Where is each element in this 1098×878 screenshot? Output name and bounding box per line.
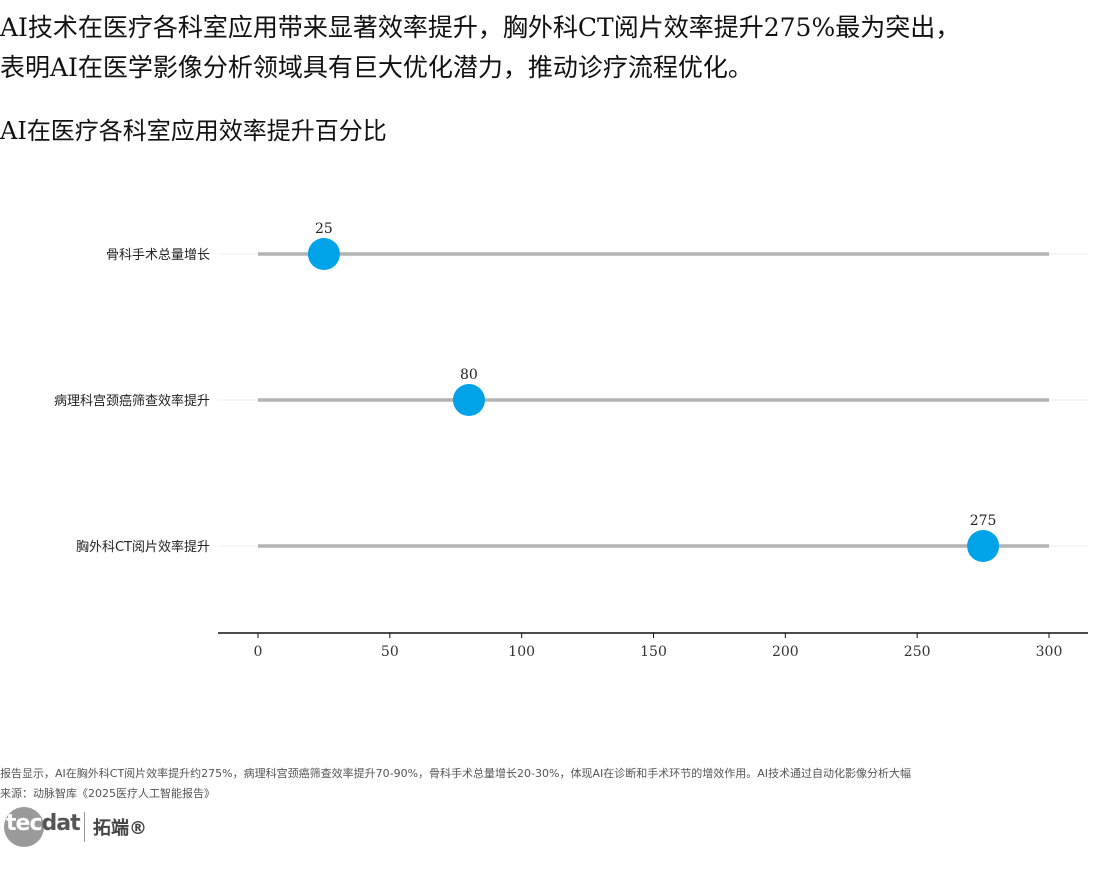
data-label: 25 <box>315 221 333 237</box>
x-tick-label: 200 <box>772 644 799 660</box>
x-tick-label: 300 <box>1036 644 1063 660</box>
category-label: 胸外科CT阅片效率提升 <box>76 539 210 555</box>
logo-brand-cn: 拓端® <box>93 818 147 839</box>
x-tick-label: 50 <box>381 644 399 660</box>
x-tick-label: 150 <box>640 644 667 660</box>
chart-title: AI在医疗各科室应用效率提升百分比 <box>0 117 387 145</box>
x-tick-label: 250 <box>904 644 931 660</box>
data-label: 80 <box>460 367 478 383</box>
headline-line-2: 表明AI在医学影像分析领域具有巨大优化潜力，推动诊疗流程优化。 <box>0 53 753 82</box>
lollipop-chart: 骨科手术总量增长 25 病理科宫颈癌筛查效率提升 80 胸外科CT阅片效率提升 275 0 5… <box>54 221 1088 660</box>
logo-brand: tecdat <box>6 811 81 836</box>
logo-brand-part1: tec <box>6 811 42 836</box>
logo-separator <box>84 812 85 842</box>
x-tick-label: 0 <box>254 644 263 660</box>
data-label: 275 <box>970 513 997 529</box>
category-label: 骨科手术总量增长 <box>106 248 210 263</box>
footnote-source: 来源：动脉智库《2025医疗人工智能报告》 <box>0 787 215 800</box>
lollipop-marker <box>307 238 340 270</box>
x-tick-label: 100 <box>508 644 535 660</box>
logo-circle-icon: tecdat <box>4 807 81 847</box>
tecdat-logo: tecdat 拓端® <box>4 806 147 848</box>
logo-brand-part2: dat <box>41 811 80 836</box>
footnote-note: 报告显示，AI在胸外科CT阅片效率提升约275%，病理科宫颈癌筛查效率提升70-… <box>0 767 911 780</box>
lollipop-marker <box>452 384 485 416</box>
footnote: 报告显示，AI在胸外科CT阅片效率提升约275%，病理科宫颈癌筛查效率提升70-… <box>0 764 1098 804</box>
category-label: 病理科宫颈癌筛查效率提升 <box>54 393 210 409</box>
lollipop-marker <box>967 530 1000 562</box>
headline-line-1: AI技术在医疗各科室应用带来显著效率提升，胸外科CT阅片效率提升275%最为突出… <box>0 13 961 42</box>
headline: AI技术在医疗各科室应用带来显著效率提升，胸外科CT阅片效率提升275%最为突出… <box>0 8 1098 88</box>
